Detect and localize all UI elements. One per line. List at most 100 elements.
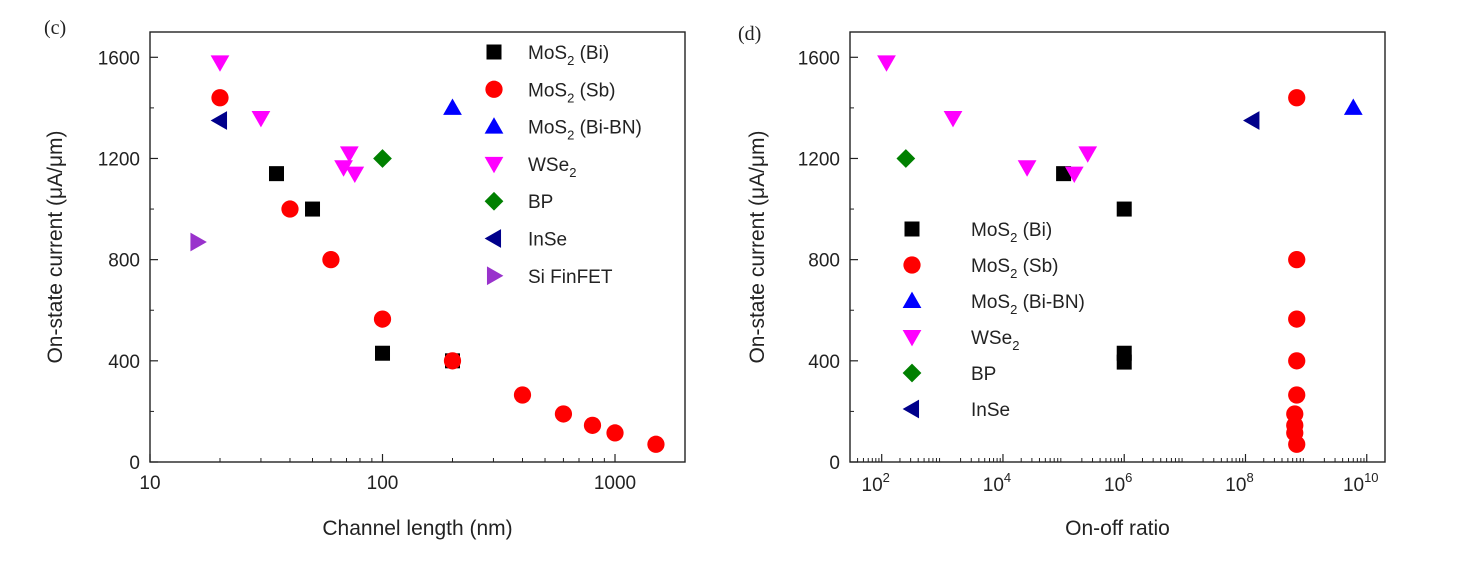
series-inse <box>210 111 228 130</box>
legend-marker <box>486 266 504 286</box>
y-tick-label: 1600 <box>98 48 140 69</box>
data-point <box>1116 354 1132 370</box>
legend-label: MoS2 (Sb) <box>971 256 1059 281</box>
x-tick-base: 10 <box>862 475 883 496</box>
legend-item: InSe <box>484 229 567 251</box>
legend-label: WSe2 <box>528 155 576 180</box>
legend-suffix: (Bi) <box>574 43 609 64</box>
legend-marker <box>484 229 502 248</box>
y-axis-title: On-state current (μA/μm) <box>746 130 769 363</box>
legend: MoS2 (Bi)MoS2 (Sb)MoS2 (Bi-BN)WSe2BPInSe… <box>484 43 642 288</box>
data-point <box>647 435 665 453</box>
x-tick-label: 100 <box>367 473 399 494</box>
legend-item: MoS2 (Sb) <box>903 256 1059 281</box>
series-mos2-sb- <box>1286 89 1306 453</box>
data-point <box>281 200 299 218</box>
legend-marker <box>902 399 920 419</box>
y-tick-label: 1200 <box>98 149 140 170</box>
legend-subscript: 2 <box>1010 230 1017 245</box>
legend-name: WSe <box>528 155 569 176</box>
legend-name: MoS <box>528 43 567 64</box>
series-si-finfet <box>190 232 207 252</box>
series-mos2-bi-bn- <box>1343 98 1363 115</box>
data-point <box>375 345 391 361</box>
legend-label: MoS2 (Bi-BN) <box>528 118 642 143</box>
legend-marker <box>904 221 920 237</box>
legend-suffix: (Sb) <box>574 80 615 101</box>
legend-marker <box>903 256 921 274</box>
data-point <box>877 55 896 72</box>
x-tick-exponent: 8 <box>1246 470 1253 485</box>
legend-name: BP <box>528 192 553 213</box>
panel-label: (d) <box>738 23 761 45</box>
plot-frame <box>849 31 1386 463</box>
data-point <box>211 89 229 107</box>
series-bp <box>896 149 916 168</box>
legend-item: WSe2 <box>484 155 576 180</box>
legend-item: WSe2 <box>902 328 1019 353</box>
legend-name: Si FinFET <box>528 267 613 288</box>
legend-name: MoS <box>971 220 1010 241</box>
legend-marker <box>902 329 922 347</box>
legend-item: MoS2 (Bi) <box>486 43 609 68</box>
panel-label: (c) <box>44 17 66 39</box>
legend-item: Si FinFET <box>486 266 613 288</box>
legend-item: InSe <box>902 399 1010 421</box>
plot-frame <box>149 31 686 463</box>
legend-item: MoS2 (Bi-BN) <box>484 117 642 143</box>
data-point <box>190 232 207 252</box>
legend-subscript: 2 <box>1012 338 1019 353</box>
series-bp <box>373 149 392 168</box>
legend-marker <box>484 117 504 134</box>
data-point <box>251 110 271 128</box>
data-point <box>345 166 365 184</box>
x-tick-label: 106 <box>1104 470 1132 496</box>
legend-suffix: (Bi-BN) <box>574 118 642 139</box>
series-mos2-sb- <box>211 89 665 453</box>
x-tick-label: 102 <box>862 470 890 496</box>
legend-name: BP <box>971 364 996 385</box>
legend-item: MoS2 (Bi) <box>904 220 1052 245</box>
data-point <box>513 386 532 404</box>
legend-name: MoS <box>971 256 1010 277</box>
chart-panel-c: (c) 10 100 1000 0 400 800 1200 1600 Channel lengt… <box>44 17 686 540</box>
data-point <box>443 352 462 370</box>
legend-label: MoS2 (Bi) <box>528 43 609 68</box>
data-point <box>1288 251 1306 269</box>
x-tick-label: 10 <box>139 473 160 494</box>
data-point <box>1288 435 1306 453</box>
legend-item: MoS2 (Sb) <box>485 80 616 105</box>
data-point <box>1017 160 1037 177</box>
legend-suffix: (Bi-BN) <box>1017 292 1085 313</box>
legend-suffix: (Bi) <box>1017 220 1052 241</box>
x-tick-base: 10 <box>1225 475 1246 496</box>
data-point <box>1064 166 1084 184</box>
legend-label: MoS2 (Bi-BN) <box>971 292 1085 317</box>
y-tick-label: 400 <box>108 352 140 373</box>
y-tick-label: 1200 <box>798 149 840 170</box>
data-point <box>1288 310 1306 328</box>
legend-subscript: 2 <box>567 128 574 143</box>
series-mos2-bi-bn- <box>443 98 462 115</box>
legend-label: InSe <box>971 400 1010 421</box>
y-tick-label: 800 <box>108 251 140 272</box>
x-tick-exponent: 2 <box>883 470 890 485</box>
series-inse <box>1243 111 1260 130</box>
legend-item: BP <box>902 363 996 385</box>
legend-label: Si FinFET <box>528 267 613 288</box>
legend-label: MoS2 (Sb) <box>528 80 616 105</box>
data-point <box>373 149 392 168</box>
legend-marker <box>902 291 922 309</box>
legend-label: BP <box>971 364 996 385</box>
legend-name: MoS <box>528 118 567 139</box>
data-point <box>1288 386 1306 404</box>
x-tick-base: 10 <box>983 475 1004 496</box>
chart-panel-d: (d)102 104 106 108 1010040080012001600On-off… <box>738 23 1386 540</box>
x-tick-label: 1000 <box>594 473 636 494</box>
legend-subscript: 2 <box>569 165 576 180</box>
legend-item: MoS2 (Bi-BN) <box>902 291 1085 317</box>
series-mos2-bi- <box>268 166 460 369</box>
x-tick-label: 104 <box>983 470 1011 496</box>
x-tick-label: 108 <box>1225 470 1253 496</box>
